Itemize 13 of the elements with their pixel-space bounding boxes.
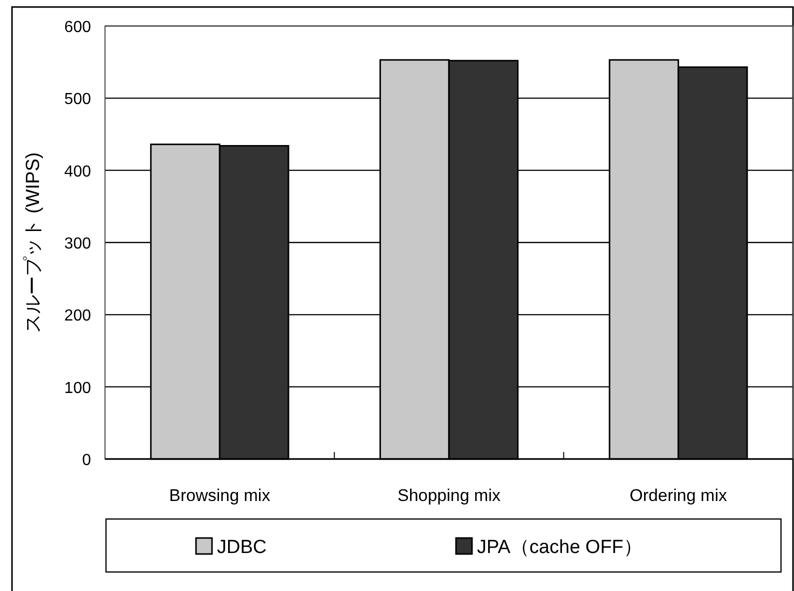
y-tick-label: 400 xyxy=(64,163,92,180)
y-axis-title: スループット (WIPS) xyxy=(23,152,44,333)
x-tick-label: Ordering mix xyxy=(630,486,728,505)
legend-label: JDBC xyxy=(217,537,267,558)
x-tick-label: Shopping mix xyxy=(397,486,501,505)
y-tick-label: 300 xyxy=(64,236,92,252)
y-tick-label: 600 xyxy=(64,19,92,36)
legend-label: JPA（cache OFF） xyxy=(477,537,642,558)
y-tick-label: 500 xyxy=(64,91,92,108)
x-tick-label: Browsing mix xyxy=(169,486,271,505)
y-tick-label: 100 xyxy=(64,380,92,397)
y-tick-label: 0 xyxy=(82,452,92,469)
y-tick-label: 200 xyxy=(64,308,92,325)
